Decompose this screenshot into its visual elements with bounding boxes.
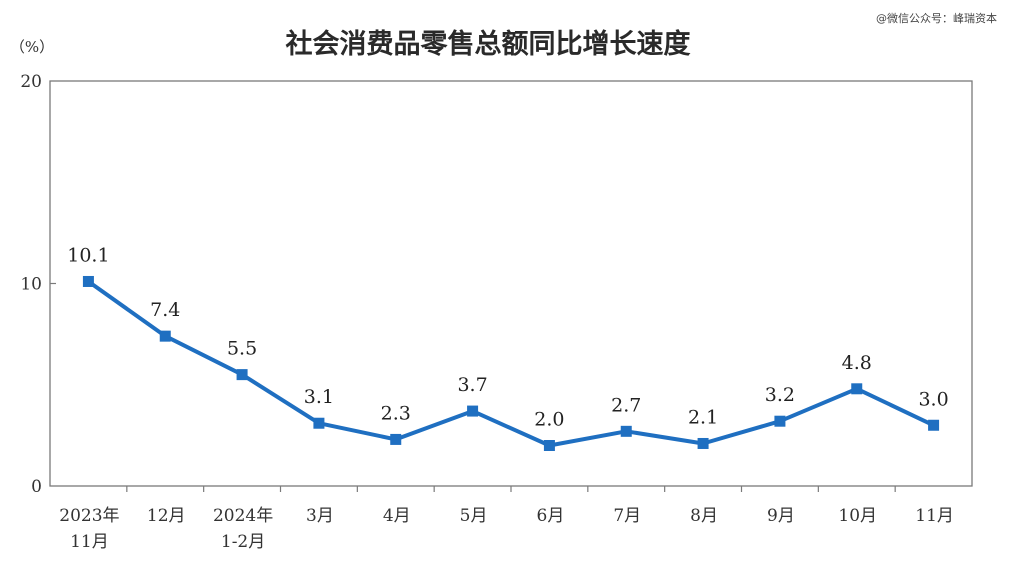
- data-point-marker: [851, 383, 863, 395]
- data-label: 5.5: [227, 338, 257, 360]
- y-tick-label: 20: [20, 72, 42, 92]
- x-tick-label: 2024年: [213, 506, 273, 526]
- data-label: 3.1: [304, 386, 334, 408]
- data-point-marker: [159, 330, 171, 342]
- y-tick-label: 0: [31, 477, 42, 497]
- data-label: 2.1: [688, 406, 718, 428]
- data-label: 10.1: [67, 244, 109, 266]
- data-label: 3.0: [918, 388, 948, 410]
- y-tick-label: 10: [20, 275, 42, 295]
- x-tick-label: 9月: [767, 506, 795, 526]
- data-point-marker: [467, 405, 479, 417]
- data-label: 2.0: [534, 409, 564, 431]
- x-axis: 2023年 11月 12月 2024年 1-2月 3月 4月 5月 6月 7月 8月 9月 10月 11月: [59, 486, 954, 552]
- x-tick-label: 11月: [70, 532, 109, 552]
- data-point-marker: [774, 415, 786, 427]
- chart-title: 社会消费品零售总额同比增长速度: [286, 28, 691, 60]
- data-point-marker: [82, 275, 94, 287]
- series-retail-sales-growth: [82, 275, 940, 451]
- data-point-marker: [620, 425, 632, 437]
- x-tick-label: 3月: [306, 506, 334, 526]
- x-tick-label: 7月: [613, 506, 641, 526]
- x-tick-label: 4月: [383, 506, 411, 526]
- data-point-marker: [543, 440, 555, 451]
- data-point-marker: [928, 419, 940, 431]
- series-line: [86, 279, 936, 448]
- data-point-marker: [313, 417, 325, 429]
- data-point-marker: [390, 433, 402, 445]
- x-tick-label: 11月: [915, 506, 954, 526]
- data-label: 7.4: [150, 299, 180, 321]
- x-tick-label: 8月: [690, 506, 718, 526]
- x-tick-label: 6月: [537, 506, 565, 526]
- y-axis: 0 10 20: [20, 72, 56, 497]
- data-labels: 10.1 7.4 5.5 3.1 2.3 3.7 2.0 2.7 2.1 3.2 4.8 3.0: [67, 244, 948, 430]
- data-label: 3.2: [765, 384, 795, 406]
- data-label: 4.8: [842, 352, 872, 374]
- x-tick-label: 12月: [147, 506, 186, 526]
- x-tick-label: 5月: [460, 506, 488, 526]
- data-point-marker: [697, 437, 709, 449]
- x-tick-label: 2023年: [59, 506, 119, 526]
- x-tick-label: 1-2月: [221, 532, 265, 552]
- data-label: 3.7: [457, 374, 487, 396]
- x-tick-label: 10月: [838, 506, 877, 526]
- plot-frame: [49, 80, 973, 487]
- data-label: 2.3: [381, 402, 411, 424]
- y-unit-label: （%）: [10, 38, 54, 56]
- watermark-text: @微信公众号：峰瑞资本: [876, 11, 997, 25]
- data-point-marker: [236, 369, 248, 381]
- data-label: 2.7: [611, 394, 641, 416]
